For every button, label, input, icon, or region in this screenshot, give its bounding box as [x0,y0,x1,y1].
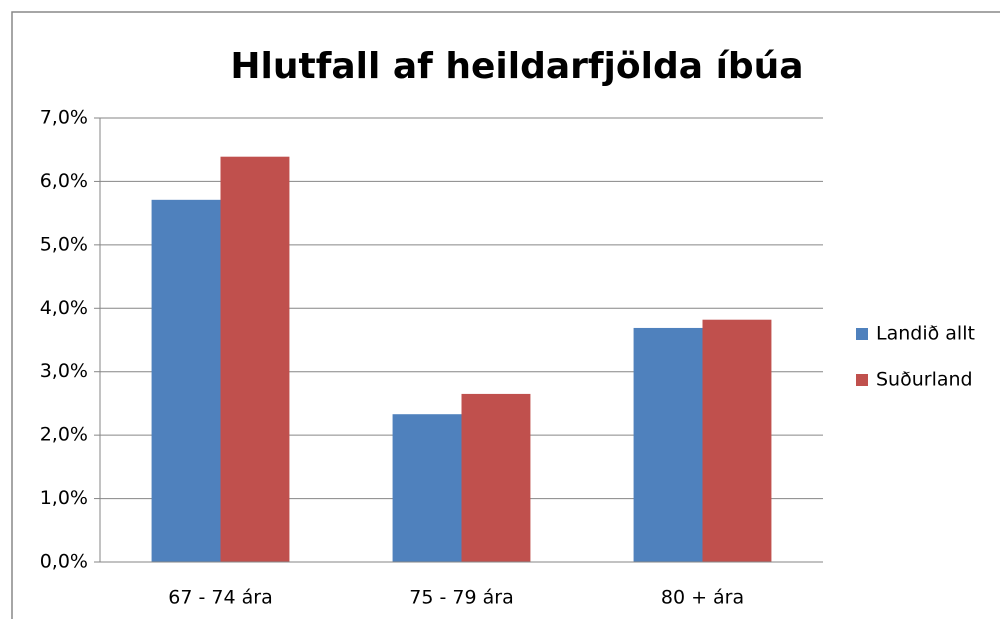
chart-title: Hlutfall af heildarfjölda íbúa [230,46,803,87]
bar [392,414,462,562]
bar [151,199,221,562]
x-tick-label: 75 - 79 ára [409,587,513,609]
legend-swatch [856,374,868,386]
y-tick-label: 3,0% [40,360,88,382]
bar [702,319,772,562]
bar [633,327,703,562]
legend-label: Suðurland [876,369,973,391]
y-tick-label: 1,0% [40,487,88,509]
y-tick-label: 4,0% [40,297,88,319]
x-tick-label: 67 - 74 ára [168,587,272,609]
legend-label: Landið allt [876,323,975,345]
bar [461,393,531,562]
y-tick-label: 0,0% [40,551,88,573]
legend-swatch [856,328,868,340]
y-tick-label: 5,0% [40,233,88,255]
bar [220,156,290,563]
y-tick-label: 2,0% [40,424,88,446]
x-tick-label: 80 + ára [661,587,744,609]
chart-border [11,11,1000,619]
y-tick-label: 6,0% [40,170,88,192]
y-tick-label: 7,0% [40,107,88,129]
